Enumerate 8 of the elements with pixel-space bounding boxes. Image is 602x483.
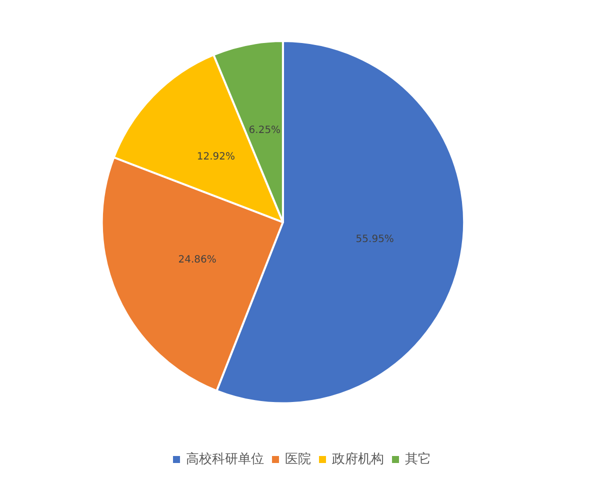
data-label: 6.25%: [248, 124, 281, 136]
legend-label: 其它: [405, 451, 431, 467]
legend-label: 政府机构: [332, 451, 384, 467]
legend-label: 高校科研单位: [186, 451, 264, 467]
data-label: 55.95%: [356, 234, 394, 246]
legend-label: 医院: [285, 452, 311, 467]
data-label: 24.86%: [178, 254, 216, 266]
data-label: 12.92%: [196, 151, 235, 162]
